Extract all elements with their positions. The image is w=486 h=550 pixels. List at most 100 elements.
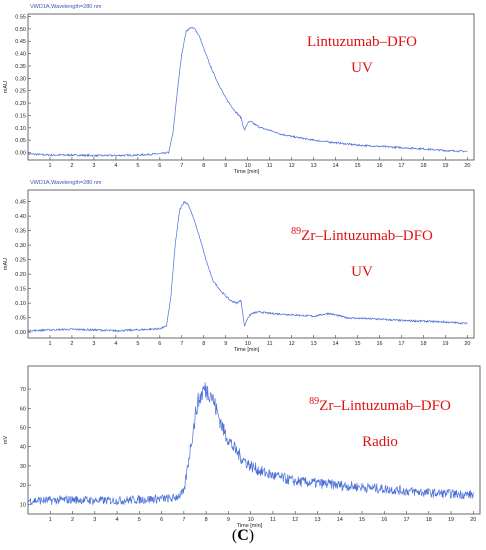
x-tick-label: 9 [227, 517, 230, 523]
y-tick-label: 0.00 [15, 151, 26, 157]
title-line-0: 89Zr–Lintuzumab–DFO [309, 396, 451, 414]
y-tick-label: 70 [20, 387, 26, 393]
x-tick-label: 7 [182, 517, 185, 523]
x-tick-label: 9 [224, 341, 227, 347]
title-line-0: Lintuzumab–DFO [307, 34, 417, 50]
x-tick-label: 18 [420, 341, 426, 347]
x-tick-label: 6 [158, 163, 161, 169]
y-tick-label: 0.15 [15, 287, 26, 293]
x-tick-label: 6 [158, 341, 161, 347]
x-tick-label: 17 [398, 341, 404, 347]
x-tick-label: 4 [114, 163, 117, 169]
title-line-1: UV [351, 60, 373, 76]
y-tick-label: 0.30 [15, 243, 26, 249]
x-tick-label: 20 [470, 517, 476, 523]
x-tick-label: 19 [442, 341, 448, 347]
x-tick-label: 2 [70, 341, 73, 347]
y-tick-label: 50 [20, 426, 26, 432]
y-tick-label: 60 [20, 406, 26, 412]
x-tick-label: 20 [464, 163, 470, 169]
x-tick-label: 16 [376, 341, 382, 347]
y-tick-label: 0.25 [15, 89, 26, 95]
x-tick-label: 10 [248, 517, 254, 523]
y-tick-label: 0.20 [15, 101, 26, 107]
title-line-1: Radio [362, 434, 398, 450]
x-tick-label: 10 [245, 341, 251, 347]
title-superscript: 89 [309, 396, 319, 407]
title-superscript: 89 [291, 226, 301, 237]
y-tick-label: 0.20 [15, 272, 26, 278]
x-tick-label: 13 [311, 341, 317, 347]
x-tick-label: 15 [359, 517, 365, 523]
y-tick-label: 0.40 [15, 52, 26, 58]
x-tick-label: 6 [160, 517, 163, 523]
x-tick-label: 11 [267, 163, 273, 169]
y-tick-label: 0.15 [15, 113, 26, 119]
series-line [27, 201, 468, 333]
title-text: Zr–Lintuzumab–DFO [319, 398, 451, 414]
x-tick-label: 3 [92, 341, 95, 347]
x-tick-label: 3 [93, 517, 96, 523]
x-tick-label: 7 [180, 163, 183, 169]
x-tick-label: 2 [70, 163, 73, 169]
x-tick-label: 19 [448, 517, 454, 523]
x-tick-label: 11 [270, 517, 276, 523]
y-tick-label: 0.45 [15, 200, 26, 206]
y-axis-label: mAU [3, 258, 9, 270]
y-axis-label: mAU [3, 81, 9, 93]
x-axis-label: Time [min] [237, 523, 263, 529]
x-tick-label: 10 [245, 163, 251, 169]
x-tick-label: 15 [354, 163, 360, 169]
chart-panel-uv-unlabeled: VWD1A,Wavelength=280 nm1 2 3 4 5 6 7 8 9 10 11 12 13… [3, 4, 475, 175]
x-tick-label: 5 [136, 341, 139, 347]
x-tick-label: 17 [398, 163, 404, 169]
title-line-1: UV [351, 264, 373, 280]
y-tick-label: 0.35 [15, 229, 26, 235]
x-axis-label: Time [min] [234, 169, 260, 175]
x-tick-label: 13 [311, 163, 317, 169]
x-tick-label: 14 [333, 163, 339, 169]
y-tick-label: 0.10 [15, 301, 26, 307]
y-tick-label: 10 [20, 502, 26, 508]
x-tick-label: 20 [464, 341, 470, 347]
x-tick-label: 5 [136, 163, 139, 169]
x-tick-label: 16 [376, 163, 382, 169]
y-tick-label: 0.05 [15, 316, 26, 322]
y-tick-label: 0.30 [15, 76, 26, 82]
x-tick-label: 7 [180, 341, 183, 347]
plot-area [27, 365, 481, 515]
x-tick-label: 13 [314, 517, 320, 523]
signal-label: VWD1A,Wavelength=280 nm [30, 180, 102, 186]
x-tick-label: 8 [202, 341, 205, 347]
x-tick-label: 9 [224, 163, 227, 169]
x-tick-label: 1 [48, 341, 51, 347]
x-tick-label: 19 [442, 163, 448, 169]
y-axis-label: mV [3, 436, 9, 445]
series-line [27, 382, 474, 506]
y-tick-label: 0.10 [15, 126, 26, 132]
signal-label: VWD1A,Wavelength=280 nm [30, 4, 102, 10]
x-tick-label: 4 [114, 341, 117, 347]
y-tick-label: 40 [20, 445, 26, 451]
chart-panel-uv-labeled: VWD1A,Wavelength=280 nm1 2 3 4 5 6 7 8 9 10 11 12 13… [3, 180, 475, 353]
y-tick-label: 30 [20, 464, 26, 470]
y-tick-label: 0.45 [15, 39, 26, 45]
x-tick-label: 12 [292, 517, 298, 523]
y-tick-label: 0.40 [15, 214, 26, 220]
x-tick-label: 2 [71, 517, 74, 523]
x-tick-label: 18 [420, 163, 426, 169]
x-tick-label: 11 [267, 341, 273, 347]
title-text: Zr–Lintuzumab–DFO [301, 228, 433, 244]
x-tick-label: 1 [49, 517, 52, 523]
x-tick-label: 4 [116, 517, 119, 523]
y-tick-label: 0.35 [15, 64, 26, 70]
y-tick-label: 0.50 [15, 27, 26, 33]
x-tick-label: 14 [337, 517, 343, 523]
x-tick-label: 17 [403, 517, 409, 523]
x-tick-label: 8 [202, 163, 205, 169]
plot-area [27, 189, 475, 339]
title-line-0: 89Zr–Lintuzumab–DFO [291, 226, 433, 244]
x-tick-label: 8 [205, 517, 208, 523]
x-tick-label: 12 [289, 163, 295, 169]
